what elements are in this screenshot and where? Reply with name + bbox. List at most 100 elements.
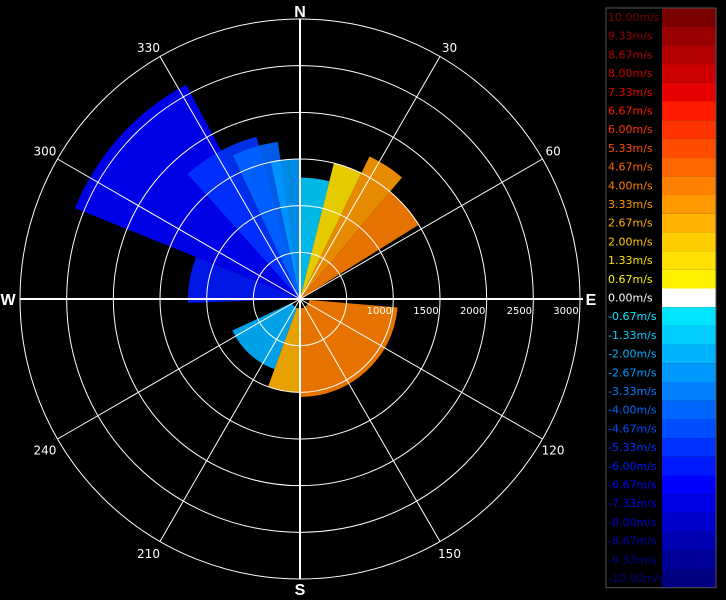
colorbar-label: -1.33m/s [608,329,657,342]
colorbar-label: -8.67m/s [608,535,657,548]
colorbar-swatch [662,325,716,345]
compass-south-label: S [295,582,306,599]
colorbar-swatch [662,419,716,439]
colorbar-swatch [662,26,716,46]
colorbar-swatch [662,307,716,326]
colorbar-swatch [662,456,716,476]
polar-labels: N E S W 30 60 120 150 210 240 300 330 1000 1500 20… [0,4,596,599]
colorbar-label: -3.33m/s [608,385,657,398]
velocity-sector [188,257,300,303]
colorbar-label: 1.33m/s [608,254,653,267]
colorbar-swatch [662,82,716,102]
azimuth-spoke [299,298,543,440]
azimuth-label: 300 [33,145,56,159]
colorbar-label: 4.67m/s [608,161,653,174]
colorbar-label: 6.00m/s [608,123,653,136]
colorbar-swatch [662,569,716,588]
colorbar-frame [605,7,717,589]
range-label: 2000 [460,306,485,317]
colorbar-label: -7.33m/s [608,497,657,510]
compass-north-label: N [294,4,306,21]
colorbar-swatch [662,138,716,158]
colorbar-swatch [662,512,716,532]
colorbar-label: 9.33m/s [608,30,653,43]
azimuth-label: 150 [438,547,461,561]
colorbar-label: -0.67m/s [608,310,657,323]
colorbar-label: -8.00m/s [608,516,657,529]
colorbar-swatch [662,45,716,65]
colorbar-swatch [662,269,716,289]
colorbar-label: -10.00m/s [608,572,664,585]
colorbar-label: 6.67m/s [608,105,653,118]
azimuth-spoke [159,298,301,542]
azimuth-label: 330 [137,41,160,55]
colorbar-swatch [662,550,716,569]
colorbar-label: 5.33m/s [608,142,653,155]
colorbar-swatch [662,176,716,195]
colorbar-swatch [662,494,716,513]
azimuth-label: 30 [442,41,457,55]
colorbar-label: 3.33m/s [608,198,653,211]
range-label: 2500 [507,306,532,317]
azimuth-spoke [57,158,301,300]
velocity-sector [270,159,300,299]
compass-east-label: E [586,292,597,309]
range-label: 1500 [413,306,438,317]
compass-west-label: W [0,292,16,309]
colorbar-swatch [662,8,716,27]
velocity-colorbar: 10.00m/s 9.33m/s 8.67m/s 8.00m/s 7.33m/s 6.67… [605,7,717,589]
colorbar-label: 10.00m/s [608,11,660,24]
range-label: 3000 [553,306,578,317]
colorbar-label: -2.00m/s [608,348,657,361]
azimuth-label: 60 [545,145,560,159]
colorbar-swatch [662,400,716,420]
colorbar-swatch [662,344,716,364]
colorbar-label: -4.67m/s [608,422,657,435]
polar-grid [19,18,583,580]
colorbar-label: 7.33m/s [608,86,653,99]
colorbar-label: -2.67m/s [608,366,657,379]
colorbar-label: 0.00m/s [608,292,653,305]
azimuth-label: 210 [137,547,160,561]
azimuth-spoke [299,56,441,300]
colorbar-swatch [662,531,716,551]
colorbar-swatch [662,157,716,177]
colorbar-label: 8.00m/s [608,67,653,80]
colorbar-label: -9.33m/s [608,553,657,566]
colorbar-swatch [662,213,716,233]
velocity-sector [300,191,419,299]
azimuth-label: 240 [33,444,56,458]
colorbar-swatch [662,251,716,270]
velocity-sector [268,307,300,393]
velocity-sector [300,163,362,299]
colorbar-swatch [662,195,716,214]
colorbar-swatch [662,363,716,382]
colorbar-swatch [662,382,716,401]
colorbar-label: -5.33m/s [608,441,657,454]
colorbar-swatch [662,438,716,457]
azimuth-spoke [57,298,301,440]
colorbar-swatch [662,120,716,139]
colorbar-label: -4.00m/s [608,404,657,417]
azimuth-spoke [299,298,441,542]
azimuth-label: 120 [542,444,565,458]
azimuth-spoke [159,56,301,300]
velocity-sector [300,156,402,299]
colorbar-label: 4.00m/s [608,179,653,192]
colorbar-label: -6.00m/s [608,460,657,473]
colorbar-label: 2.67m/s [608,217,653,230]
colorbar-swatch [662,101,716,121]
colorbar-swatch [662,288,716,308]
colorbar-label: 8.67m/s [608,48,653,61]
colorbar-swatch [662,232,716,252]
velocity-sector [187,136,300,299]
colorbar-label: 0.67m/s [608,273,653,286]
azimuth-spoke [299,158,543,300]
velocity-sector [300,299,398,397]
colorbar-label: -6.67m/s [608,479,657,492]
colorbar-swatch [662,64,716,83]
colorbar-label: 2.00m/s [608,235,653,248]
velocity-data-layer [75,84,419,397]
range-label: 1000 [367,306,392,317]
